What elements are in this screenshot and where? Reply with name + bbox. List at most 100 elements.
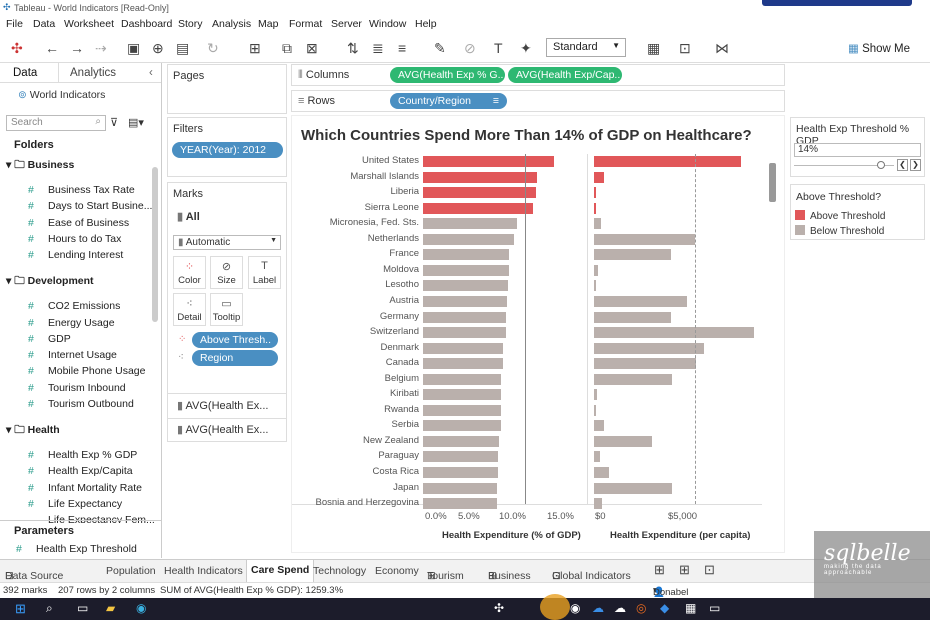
menu-file[interactable]: File	[6, 18, 23, 30]
replay-icon[interactable]: ⇢	[95, 40, 107, 56]
field-item[interactable]: # Hours to do Tax	[28, 233, 121, 245]
tooltip-button[interactable]: ▭ Tooltip	[210, 293, 243, 326]
bar-gdp[interactable]	[423, 311, 506, 323]
bar-capita[interactable]	[594, 389, 598, 401]
parameter-slider-handle[interactable]	[877, 161, 885, 169]
field-item[interactable]: # Lending Interest	[28, 249, 123, 261]
chart-view[interactable]: Which Countries Spend More Than 14% of G…	[291, 115, 785, 553]
maps-icon[interactable]: ◉	[570, 601, 581, 615]
search-input[interactable]: Search ⌕	[6, 115, 106, 131]
field-item[interactable]: # Internet Usage	[28, 349, 117, 361]
bar-gdp[interactable]	[423, 373, 502, 385]
bar-gdp[interactable]	[423, 202, 534, 214]
field-item[interactable]: # Tourism Outbound	[28, 398, 134, 410]
marks-card-2[interactable]: ▮ AVG(Health Ex...	[177, 423, 268, 436]
edge-icon[interactable]: ◉	[136, 601, 147, 615]
parameter-value-input[interactable]: 14%	[794, 143, 921, 157]
new-worksheet-icon[interactable]: ⊞	[249, 40, 261, 56]
tableau-home-icon[interactable]: ✣	[11, 40, 23, 56]
user-menu[interactable]: 👤 Donabel Sant... ▾	[653, 585, 688, 609]
field-item[interactable]: #Life Expectancy Fem...	[48, 514, 155, 523]
menu-worksheet[interactable]: Worksheet	[64, 18, 114, 30]
sort-ascending-icon[interactable]: ≣	[372, 40, 384, 56]
marks-all[interactable]: ▮ All	[177, 210, 200, 223]
region-pill[interactable]: Region	[192, 350, 278, 366]
decrement-button[interactable]: ❮	[897, 159, 908, 171]
share-icon[interactable]: ⋈	[715, 40, 729, 56]
tab-analytics[interactable]: Analytics	[70, 67, 117, 79]
bar-gdp[interactable]	[423, 451, 499, 463]
color-button[interactable]: ⁘ Color	[173, 256, 206, 289]
bar-capita[interactable]	[594, 342, 704, 354]
field-item[interactable]: # Days to Start Busine...	[28, 200, 152, 212]
bar-gdp[interactable]	[423, 327, 506, 339]
search-icon[interactable]: ⌕	[46, 601, 53, 615]
field-item[interactable]: # Energy Usage	[28, 317, 115, 329]
bar-capita[interactable]	[594, 280, 597, 292]
view-options-icon[interactable]: ▤▾	[128, 117, 144, 129]
field-item[interactable]: # Life Expectancy	[28, 498, 122, 510]
cards-icon[interactable]: ▦	[647, 40, 661, 56]
scrollbar[interactable]	[152, 167, 158, 322]
task-view-icon[interactable]: ▭	[77, 601, 89, 615]
field-item[interactable]: # CO2 Emissions	[28, 300, 120, 312]
filters-shelf[interactable]: Filters YEAR(Year): 2012	[167, 117, 287, 177]
bar-capita[interactable]	[594, 264, 598, 276]
increment-button[interactable]: ❯	[910, 159, 921, 171]
bar-capita[interactable]	[594, 373, 672, 385]
field-item[interactable]: # Health Exp % GDP	[28, 449, 137, 461]
tab-health-indicators[interactable]: Health Indicators	[164, 565, 243, 577]
group-icon[interactable]: ⊘	[464, 40, 476, 56]
datasource-item[interactable]: ⊚ World Indicators	[18, 89, 105, 101]
bar-capita[interactable]	[594, 218, 602, 230]
bar-capita[interactable]	[594, 467, 609, 478]
new-worksheet-tab-icon[interactable]: ⊞	[654, 562, 665, 577]
bar-capita[interactable]	[594, 311, 672, 323]
bar-gdp[interactable]	[423, 482, 497, 494]
menu-format[interactable]: Format	[289, 18, 323, 30]
field-item[interactable]: # Health Exp/Capita	[28, 465, 133, 477]
menu-server[interactable]: Server	[331, 18, 362, 30]
filter-icon[interactable]: ⊽	[110, 117, 119, 129]
above-threshold-pill[interactable]: Above Thresh..	[192, 332, 278, 348]
parameter-item[interactable]: # Health Exp Threshold	[16, 543, 137, 555]
bar-gdp[interactable]	[423, 233, 514, 245]
legend-item-below[interactable]: Below Threshold	[795, 225, 884, 237]
bar-capita[interactable]	[594, 249, 672, 261]
bar-capita[interactable]	[594, 420, 604, 432]
chart-scrollbar[interactable]	[769, 163, 776, 202]
parameter-slider-track[interactable]	[794, 165, 894, 166]
menu-help[interactable]: Help	[415, 18, 437, 30]
tab-care-spend[interactable]: Care Spend	[246, 560, 315, 582]
network-icon[interactable]: ▦	[685, 601, 697, 615]
duplicate-sheet-icon[interactable]: ⧉	[282, 40, 292, 56]
bar-capita[interactable]	[594, 451, 601, 463]
size-button[interactable]: ⊘ Size	[210, 256, 243, 289]
bar-capita[interactable]	[594, 295, 688, 307]
bar-capita[interactable]	[594, 156, 741, 167]
bar-gdp[interactable]	[423, 498, 497, 510]
onedrive-icon[interactable]: ☁	[592, 601, 604, 615]
field-item[interactable]: # Infant Mortality Rate	[28, 482, 142, 494]
columns-shelf[interactable]: ⦀ Columns AVG(Health Exp % G.. AVG(Healt…	[291, 64, 785, 86]
highlight-icon[interactable]: ✎	[434, 40, 446, 56]
presentation-icon[interactable]: ⊡	[679, 40, 691, 56]
new-dashboard-tab-icon[interactable]: ⊞	[679, 562, 690, 577]
tab-technology[interactable]: Technology	[313, 565, 367, 577]
field-item[interactable]: # Mobile Phone Usage	[28, 365, 145, 377]
file-explorer-icon[interactable]: ▰	[106, 601, 116, 615]
new-datasource-icon[interactable]: ⊕	[152, 40, 164, 56]
bar-gdp[interactable]	[423, 156, 554, 167]
column-pill-health-gdp[interactable]: AVG(Health Exp % G..	[390, 67, 505, 83]
bar-capita[interactable]	[594, 233, 696, 245]
bar-capita[interactable]	[594, 202, 596, 214]
menu-window[interactable]: Window	[369, 18, 407, 30]
bar-gdp[interactable]	[423, 358, 503, 370]
clear-sheet-icon[interactable]: ⊠	[306, 40, 318, 56]
display-icon[interactable]: ▭	[709, 601, 721, 615]
tab-economy[interactable]: Economy	[375, 565, 419, 577]
bar-gdp[interactable]	[423, 171, 538, 183]
bar-gdp[interactable]	[423, 187, 537, 199]
bar-capita[interactable]	[594, 435, 652, 447]
cloud-icon[interactable]: ☁	[614, 601, 626, 615]
